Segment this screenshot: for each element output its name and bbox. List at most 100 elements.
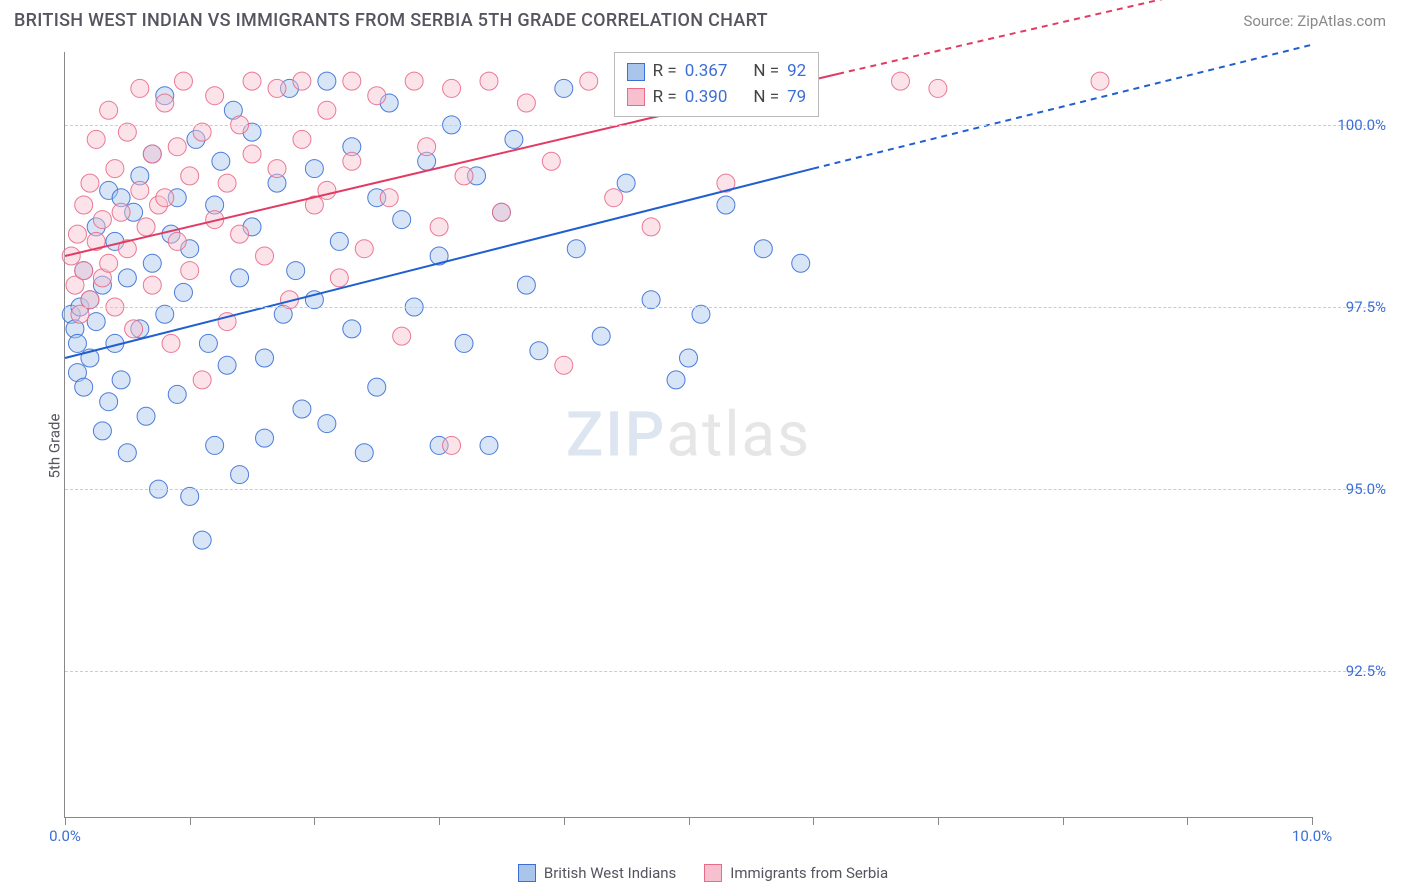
xtick <box>65 817 66 825</box>
data-point <box>81 291 99 309</box>
data-point <box>118 444 136 462</box>
xtick <box>1312 817 1313 825</box>
stats-r-label: R = <box>653 59 677 85</box>
source-link[interactable]: ZipAtlas.com <box>1297 12 1386 30</box>
data-point <box>505 130 523 148</box>
stats-swatch <box>627 63 645 81</box>
ytick-label: 100.0% <box>1316 116 1386 134</box>
data-point <box>305 160 323 178</box>
data-point <box>243 145 261 163</box>
data-point <box>218 174 236 192</box>
chart-title: BRITISH WEST INDIAN VS IMMIGRANTS FROM S… <box>14 10 768 31</box>
xtick <box>1063 817 1064 825</box>
data-point <box>68 225 86 243</box>
data-point <box>443 79 461 97</box>
data-point <box>343 152 361 170</box>
data-point <box>75 378 93 396</box>
data-point <box>231 269 249 287</box>
stats-legend-box: R =0.367N =92R =0.390N =79 <box>614 52 820 117</box>
plot-svg <box>65 52 1312 817</box>
data-point <box>455 334 473 352</box>
data-point <box>368 87 386 105</box>
data-point <box>75 262 93 280</box>
data-point <box>93 211 111 229</box>
data-point <box>206 436 224 454</box>
source-attribution: Source: ZipAtlas.com <box>1243 12 1386 30</box>
trend-line-extrapolated <box>813 45 1312 169</box>
stats-row: R =0.367N =92 <box>627 59 807 85</box>
data-point <box>680 349 698 367</box>
data-point <box>256 429 274 447</box>
data-point <box>68 334 86 352</box>
data-point <box>156 94 174 112</box>
data-point <box>268 79 286 97</box>
data-point <box>318 72 336 90</box>
data-point <box>87 130 105 148</box>
data-point <box>480 436 498 454</box>
data-point <box>75 196 93 214</box>
legend-swatch <box>518 864 536 882</box>
data-point <box>93 422 111 440</box>
stats-n-label: N = <box>753 59 779 85</box>
data-point <box>143 145 161 163</box>
data-point <box>368 378 386 396</box>
data-point <box>355 240 373 258</box>
data-point <box>118 269 136 287</box>
gridline-h <box>65 125 1386 126</box>
ytick-label: 97.5% <box>1316 298 1386 316</box>
data-point <box>380 189 398 207</box>
data-point <box>168 232 186 250</box>
xtick <box>1187 817 1188 825</box>
data-point <box>293 400 311 418</box>
data-point <box>617 174 635 192</box>
stats-r-label: R = <box>653 85 677 111</box>
legend-swatch <box>704 864 722 882</box>
data-point <box>430 218 448 236</box>
data-point <box>125 320 143 338</box>
data-point <box>642 218 660 236</box>
data-point <box>112 371 130 389</box>
data-point <box>100 254 118 272</box>
gridline-h <box>65 489 1386 490</box>
data-point <box>243 72 261 90</box>
gridline-h <box>65 307 1386 308</box>
data-point <box>131 79 149 97</box>
data-point <box>318 415 336 433</box>
ytick-label: 92.5% <box>1316 662 1386 680</box>
data-point <box>256 349 274 367</box>
xtick <box>190 817 191 825</box>
data-point <box>174 283 192 301</box>
data-point <box>754 240 772 258</box>
data-point <box>605 189 623 207</box>
data-point <box>193 371 211 389</box>
data-point <box>642 291 660 309</box>
data-point <box>231 225 249 243</box>
data-point <box>100 101 118 119</box>
data-point <box>455 167 473 185</box>
data-point <box>81 174 99 192</box>
data-point <box>717 196 735 214</box>
data-point <box>555 356 573 374</box>
legend-item: British West Indians <box>518 864 676 882</box>
data-point <box>181 262 199 280</box>
data-point <box>567 240 585 258</box>
data-point <box>181 167 199 185</box>
data-point <box>162 334 180 352</box>
data-point <box>530 342 548 360</box>
data-point <box>131 181 149 199</box>
data-point <box>443 436 461 454</box>
data-point <box>168 385 186 403</box>
data-point <box>343 72 361 90</box>
xtick <box>564 817 565 825</box>
data-point <box>517 94 535 112</box>
plot-region: ZIPatlas R =0.367N =92R =0.390N =79 92.5… <box>64 52 1312 818</box>
data-point <box>62 247 80 265</box>
data-point <box>268 160 286 178</box>
data-point <box>792 254 810 272</box>
legend-label: Immigrants from Serbia <box>730 864 888 882</box>
data-point <box>293 72 311 90</box>
chart-area: 5th Grade ZIPatlas R =0.367N =92R =0.390… <box>14 44 1392 848</box>
data-point <box>343 320 361 338</box>
data-point <box>137 407 155 425</box>
stats-n-label: N = <box>753 85 779 111</box>
